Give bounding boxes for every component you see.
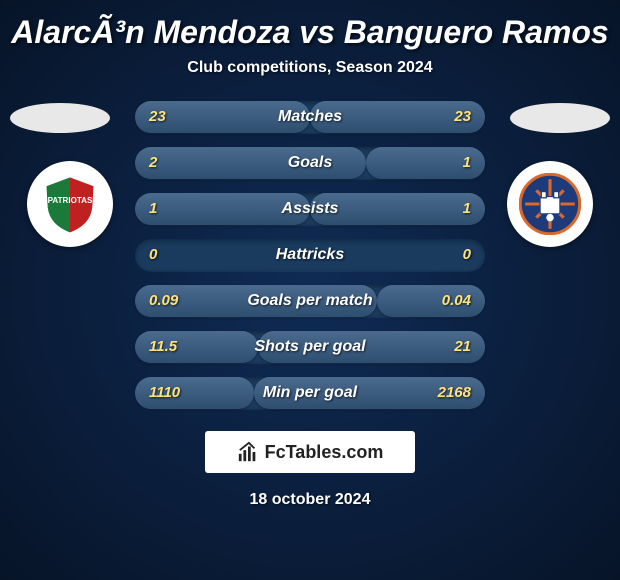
stat-label: Shots per goal [135, 331, 485, 363]
stat-label: Matches [135, 101, 485, 133]
shield-icon [519, 173, 581, 235]
brand-text: FcTables.com [265, 442, 384, 463]
stat-row: 0Hattricks0 [135, 239, 485, 271]
comparison-panel: PATRIOTAS 23Matches232Goals11Assists10Ha… [0, 101, 620, 409]
stat-label: Hattricks [135, 239, 485, 271]
stat-label: Goals per match [135, 285, 485, 317]
page-title: AlarcÃ³n Mendoza vs Banguero Ramos [0, 0, 620, 51]
flag-right [510, 103, 610, 133]
stat-value-right: 23 [454, 101, 471, 133]
stat-value-right: 0 [463, 239, 471, 271]
chart-icon [237, 441, 259, 463]
stat-row: 11.5Shots per goal21 [135, 331, 485, 363]
stat-row: 2Goals1 [135, 147, 485, 179]
stat-value-right: 2168 [438, 377, 471, 409]
stat-value-right: 1 [463, 193, 471, 225]
stat-label: Assists [135, 193, 485, 225]
flag-left [10, 103, 110, 133]
stat-label: Min per goal [135, 377, 485, 409]
stat-label: Goals [135, 147, 485, 179]
shield-icon: PATRIOTAS [39, 173, 101, 235]
stats-list: 23Matches232Goals11Assists10Hattricks00.… [135, 101, 485, 409]
stat-row: 0.09Goals per match0.04 [135, 285, 485, 317]
stat-row: 1110Min per goal2168 [135, 377, 485, 409]
subtitle: Club competitions, Season 2024 [0, 59, 620, 77]
stat-value-right: 0.04 [442, 285, 471, 317]
stat-row: 23Matches23 [135, 101, 485, 133]
team-crest-right [507, 161, 593, 247]
svg-text:PATRIOTAS: PATRIOTAS [48, 196, 93, 205]
stat-value-right: 21 [454, 331, 471, 363]
date-text: 18 october 2024 [0, 491, 620, 509]
brand-badge: FcTables.com [205, 431, 415, 473]
stat-row: 1Assists1 [135, 193, 485, 225]
stat-value-right: 1 [463, 147, 471, 179]
team-crest-left: PATRIOTAS [27, 161, 113, 247]
